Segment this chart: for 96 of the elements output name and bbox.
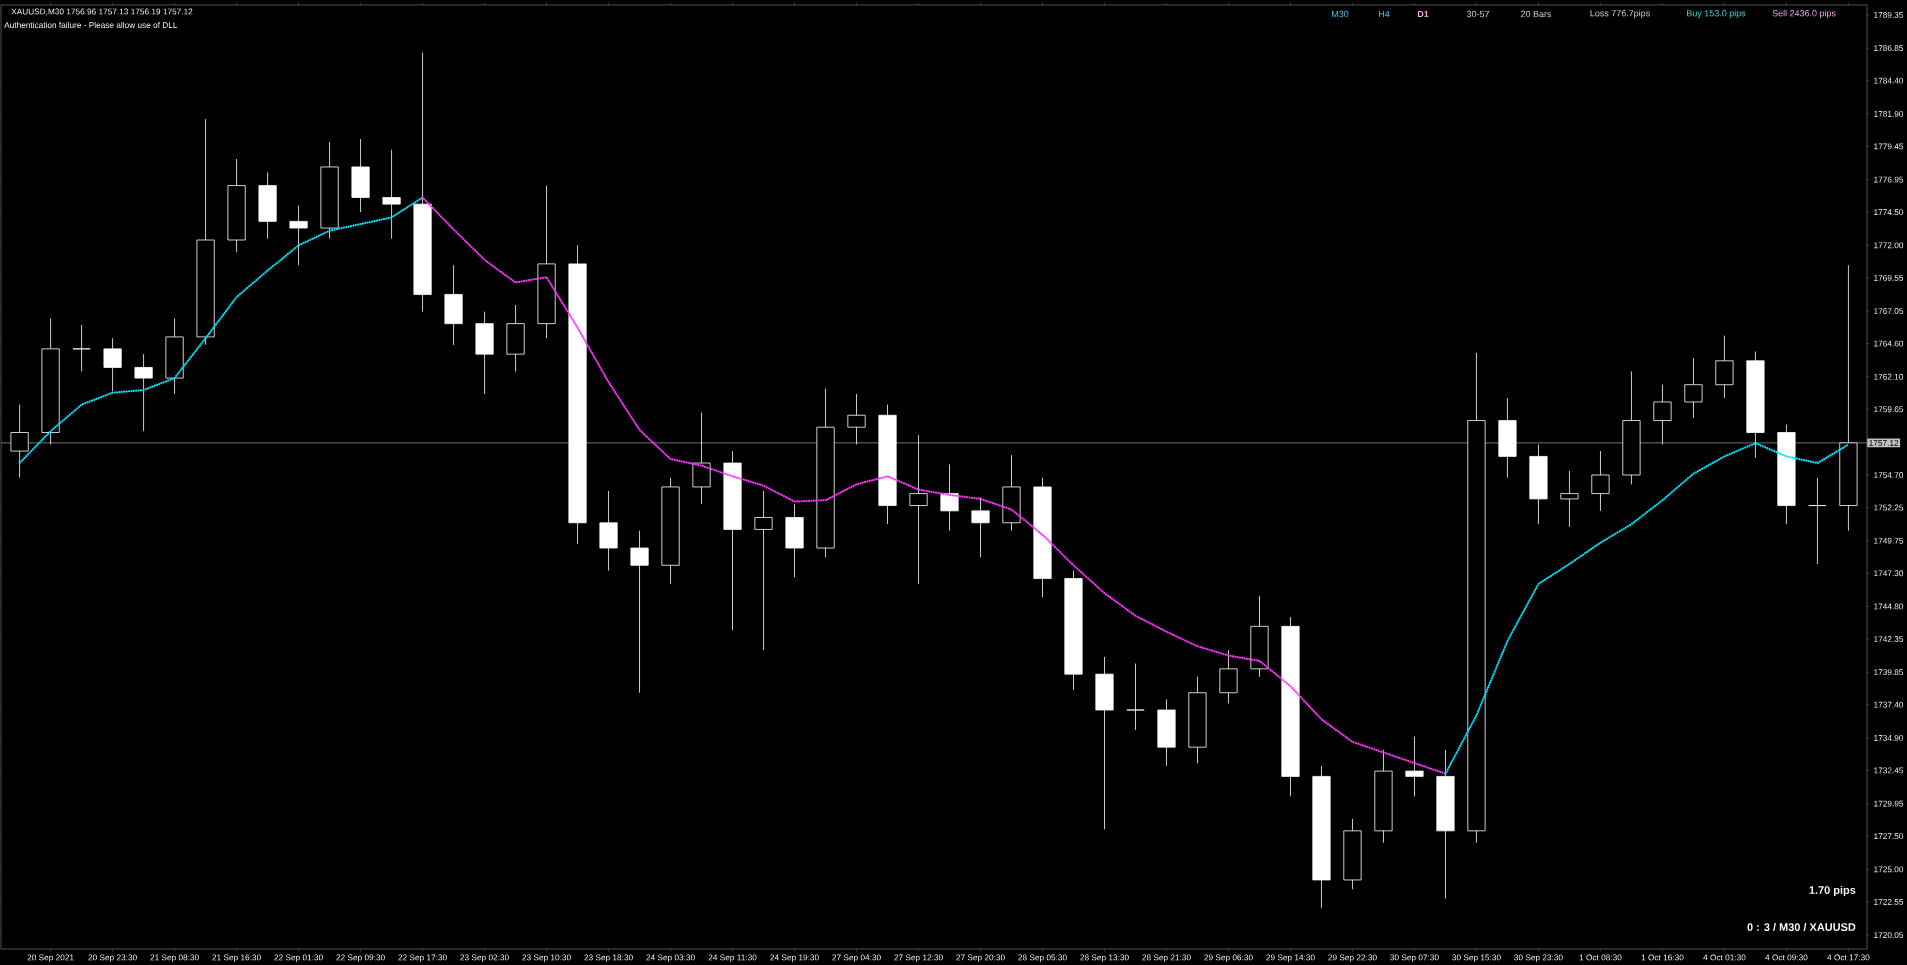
x-tick-label: 4 Oct 09:30 bbox=[1765, 954, 1808, 961]
x-tick-label: 28 Sep 05:30 bbox=[1018, 954, 1067, 963]
candlestick bbox=[754, 490, 773, 651]
annotation: Sell 2436.0 pips bbox=[1772, 9, 1836, 19]
x-tick-label: 4 Oct 17:30 bbox=[1827, 954, 1870, 961]
annotation: 0 : 3 / M30 / XAUUSD bbox=[1747, 922, 1856, 932]
y-tick-label: 1764.60 bbox=[1874, 340, 1904, 347]
candlestick bbox=[971, 497, 990, 558]
text: Authentication failure - Please allow use of DLL bbox=[4, 21, 178, 29]
candlestick bbox=[1591, 450, 1610, 512]
y-tick-label: 1732.45 bbox=[1874, 767, 1904, 774]
line-series bbox=[421, 196, 1447, 775]
x-tick-label: 28 Sep 13:30 bbox=[1080, 954, 1129, 963]
y-tick-label: 1722.55 bbox=[1874, 898, 1904, 905]
y-tick-label: 1744.80 bbox=[1874, 603, 1904, 610]
y-tick-label: 1769.55 bbox=[1874, 274, 1904, 281]
x-tick-label: 21 Sep 16:30 bbox=[212, 954, 261, 963]
x-tick-label: 21 Sep 08:30 bbox=[150, 954, 199, 963]
annotation: Loss 776.7pips bbox=[1590, 9, 1650, 19]
candlestick bbox=[10, 404, 29, 479]
candlestick bbox=[289, 205, 308, 266]
x-tick-label: 30 Sep 07:30 bbox=[1390, 954, 1439, 963]
y-tick-label: 1734.90 bbox=[1874, 734, 1904, 741]
candlestick bbox=[630, 530, 649, 694]
candlestick bbox=[1715, 335, 1734, 399]
annotation: Buy 153.0 pips bbox=[1687, 9, 1746, 19]
candlestick bbox=[1808, 477, 1827, 565]
y-tick-label: 1742.35 bbox=[1874, 636, 1904, 642]
x-tick-label: 20 Sep 2021 bbox=[27, 954, 74, 963]
y-tick-label: 1781.90 bbox=[1874, 110, 1904, 117]
annotation: M30 bbox=[1332, 10, 1349, 18]
y-tick-label: 1749.75 bbox=[1874, 537, 1904, 544]
candlestick bbox=[1560, 470, 1579, 528]
y-tick-label: 1767.05 bbox=[1874, 308, 1904, 314]
annotation: 1.70 pips bbox=[1809, 885, 1856, 897]
y-tick-label: 1772.00 bbox=[1874, 242, 1904, 249]
y-tick-label: 1774.50 bbox=[1874, 209, 1904, 216]
candlestick bbox=[103, 337, 122, 392]
y-tick-label: 1737.40 bbox=[1874, 701, 1904, 708]
candlestick bbox=[1684, 357, 1703, 419]
candlestick bbox=[1219, 649, 1238, 704]
y-tick-label: 1725.00 bbox=[1874, 866, 1904, 873]
y-tick-label: 1779.45 bbox=[1874, 143, 1904, 150]
y-tick-label: 1786.85 bbox=[1874, 45, 1904, 52]
x-tick-label: 22 Sep 17:30 bbox=[398, 954, 447, 963]
annotation: H4 bbox=[1379, 10, 1390, 18]
chart-title: XAUUSD,M30 1756.96 1757.13 1756.19 1757.12 bbox=[11, 8, 193, 16]
y-tick-label: 1747.30 bbox=[1874, 570, 1904, 577]
annotation: 20 Bars bbox=[1521, 10, 1552, 18]
y-tick-label: 1754.70 bbox=[1874, 472, 1904, 478]
y-tick-label: 1739.85 bbox=[1874, 669, 1904, 676]
y-tick-label: 1727.50 bbox=[1874, 833, 1904, 840]
x-tick-label: 24 Sep 11:30 bbox=[708, 954, 757, 963]
x-tick-label: 23 Sep 02:30 bbox=[460, 954, 509, 963]
x-tick-label: 27 Sep 04:30 bbox=[832, 954, 881, 963]
x-tick-label: 22 Sep 01:30 bbox=[274, 954, 323, 963]
y-tick-label: 1789.35 bbox=[1874, 12, 1904, 18]
x-tick-label: 24 Sep 19:30 bbox=[770, 954, 819, 963]
candlestick bbox=[909, 434, 928, 585]
line-series bbox=[18, 196, 424, 465]
candlestick bbox=[847, 393, 866, 445]
candlestick bbox=[1126, 663, 1145, 731]
x-tick-label: 23 Sep 18:30 bbox=[584, 954, 633, 963]
x-tick-label: 29 Sep 14:30 bbox=[1266, 954, 1315, 963]
x-tick-label: 1 Oct 16:30 bbox=[1641, 954, 1684, 961]
x-tick-label: 29 Sep 06:30 bbox=[1204, 954, 1253, 963]
y-tick-label: 1720.05 bbox=[1874, 932, 1904, 938]
y-tick-label: 1776.95 bbox=[1874, 176, 1904, 183]
candlestick bbox=[382, 149, 401, 240]
x-tick-label: 27 Sep 12:30 bbox=[894, 954, 943, 963]
annotation: D1 bbox=[1417, 10, 1429, 18]
candlestick bbox=[1405, 736, 1424, 797]
x-tick-label: 20 Sep 23:30 bbox=[88, 954, 137, 963]
x-tick-label: 30 Sep 15:30 bbox=[1452, 954, 1501, 963]
candlestick bbox=[940, 463, 959, 532]
x-tick-label: 24 Sep 03:30 bbox=[646, 954, 695, 963]
y-tick-label: 1759.65 bbox=[1874, 406, 1904, 413]
y-tick-label: 1729.95 bbox=[1874, 800, 1904, 807]
y-tick-label: 1784.40 bbox=[1874, 77, 1904, 84]
y-tick-label: 1762.10 bbox=[1874, 373, 1904, 380]
candlestick bbox=[72, 324, 91, 372]
candlestick bbox=[134, 353, 153, 432]
candlestick bbox=[692, 412, 711, 505]
x-tick-label: 27 Sep 20:30 bbox=[956, 954, 1005, 963]
annotation: 30-57 bbox=[1466, 10, 1490, 18]
ref-line-label: 1757.12 bbox=[1869, 439, 1899, 446]
x-tick-label: 22 Sep 09:30 bbox=[336, 954, 385, 963]
x-tick-label: 4 Oct 01:30 bbox=[1703, 954, 1746, 961]
x-tick-label: 29 Sep 22:30 bbox=[1328, 954, 1377, 963]
line-series bbox=[1444, 442, 1850, 775]
y-tick-label: 1752.25 bbox=[1874, 504, 1904, 511]
x-tick-label: 30 Sep 23:30 bbox=[1514, 954, 1563, 963]
candlestick bbox=[1653, 384, 1672, 445]
x-tick-label: 23 Sep 10:30 bbox=[522, 954, 571, 963]
x-tick-label: 28 Sep 21:30 bbox=[1142, 954, 1191, 963]
x-tick-label: 1 Oct 08:30 bbox=[1579, 954, 1622, 961]
